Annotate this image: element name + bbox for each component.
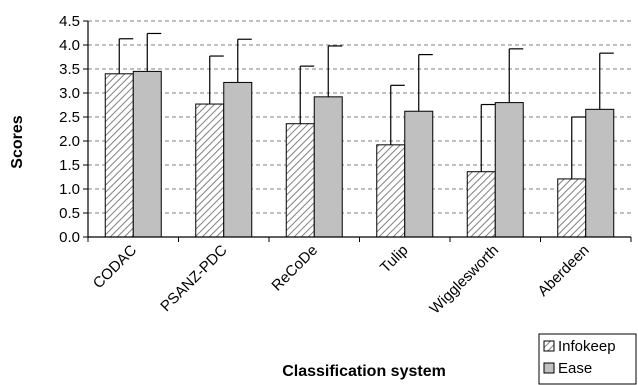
y-tick-label: 4.0 [59,37,80,54]
bar-ease [132,70,162,238]
y-tick-label: 1.5 [59,157,80,174]
bars [104,32,615,238]
legend: Infokeep Ease [538,333,637,385]
bar-infokeep [195,103,225,238]
x-tick-label: Tulip [377,242,412,277]
bar-ease [223,81,253,238]
legend-label-ease: Ease [558,360,592,377]
y-tick-label: 2.0 [59,133,80,150]
axes [83,20,632,242]
x-tick-label: Aberdeen [535,242,593,300]
y-axis-title: Scores [9,115,26,168]
y-tick-label: 2.5 [59,109,80,126]
x-tick-label: ReCoDe [268,242,321,295]
y-tick-label: 0.5 [59,205,80,222]
bar-infokeep [285,123,315,238]
x-axis-title: Classification system [282,363,446,380]
y-tick-label: 3.0 [59,85,80,102]
bar-infokeep [557,178,587,238]
x-tick-label: CODAC [90,242,140,292]
bar-infokeep [104,73,134,238]
y-tick-label: 4.5 [59,13,80,30]
bar-ease [585,108,615,238]
bar-infokeep [376,144,406,238]
bar-ease [313,96,343,238]
gridlines [88,20,631,214]
y-tick-label: 1.0 [59,181,80,198]
bar-infokeep [466,171,496,238]
legend-box [538,333,637,385]
legend-label-infokeep: Infokeep [558,338,616,355]
legend-swatch-ease [543,362,555,374]
y-tick-label: 3.5 [59,61,80,78]
y-tick-label: 0.0 [59,229,80,246]
x-tick-label: Wigglesworth [426,242,502,318]
x-tick-label: PSANZ-PDC [157,242,230,315]
legend-swatch-infokeep [543,340,555,352]
bar-ease [404,110,434,238]
bar-ease [494,102,524,238]
